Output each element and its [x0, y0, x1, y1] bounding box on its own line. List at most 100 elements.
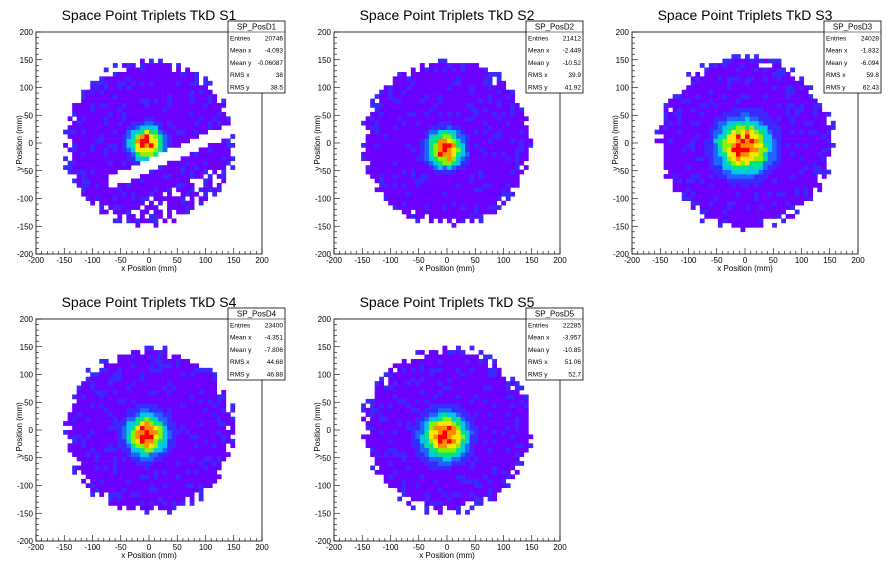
heatmap-bin [699, 89, 705, 95]
heatmap-bin [496, 89, 502, 95]
heatmap-bin [392, 80, 398, 86]
heatmap-bin [176, 187, 181, 193]
heatmap-bin [153, 496, 159, 502]
heatmap-bin [374, 178, 380, 184]
heatmap-bin [153, 403, 159, 409]
heatmap-bin [465, 182, 470, 188]
heatmap-bin [81, 103, 87, 108]
heatmap-bin [745, 151, 750, 157]
heatmap-bin [740, 160, 746, 166]
heatmap-bin [158, 398, 163, 404]
heatmap-bin [135, 452, 141, 457]
heatmap-bin [144, 138, 150, 144]
heatmap-bin [690, 107, 696, 113]
heatmap-bin [121, 134, 127, 139]
heatmap-bin [76, 169, 82, 175]
heatmap-bin [103, 487, 109, 493]
heatmap-bin [185, 89, 190, 95]
heatmap-bin [374, 469, 380, 475]
heatmap-bin [374, 129, 380, 135]
heatmap-bin [171, 107, 177, 113]
heatmap-bin [731, 58, 737, 64]
heatmap-bin [686, 160, 692, 166]
heatmap-bin [180, 129, 186, 135]
heatmap-bin [194, 421, 200, 426]
heatmap-bin [424, 156, 430, 162]
heatmap-bin [469, 147, 475, 153]
heatmap-bin [672, 129, 678, 135]
heatmap-bin [505, 147, 511, 153]
heatmap-bin [410, 496, 416, 502]
heatmap-bin [374, 174, 380, 179]
heatmap-bin [767, 58, 773, 64]
heatmap-bin [207, 98, 213, 104]
heatmap-bin [424, 147, 430, 153]
heatmap-bin [722, 120, 728, 126]
heatmap-bin [803, 191, 809, 197]
heatmap-bin [99, 174, 105, 179]
heatmap-bin [428, 200, 434, 206]
heatmap-bin [428, 205, 434, 210]
heatmap-bin [469, 138, 475, 144]
heatmap-bin [153, 376, 159, 382]
heatmap-bin [767, 182, 773, 188]
heatmap-bin [668, 120, 673, 126]
heatmap-bin [437, 191, 443, 197]
heatmap-bin [158, 478, 163, 484]
heatmap-bin [415, 196, 421, 202]
heatmap-bin [185, 438, 190, 444]
heatmap-bin [397, 103, 403, 108]
chart-title: Space Point Triplets TkD S5 [360, 294, 535, 310]
heatmap-bin [171, 478, 177, 484]
heatmap-bin [781, 160, 786, 166]
heatmap-bin [130, 394, 136, 400]
heatmap-bin [103, 398, 109, 404]
heatmap-bin [144, 345, 150, 351]
heatmap-bin [677, 111, 683, 117]
heatmap-bin [713, 165, 719, 170]
heatmap-bin [672, 103, 678, 108]
heatmap-bin [419, 187, 425, 193]
histogram-svg: Space Point Triplets TkD S3-200-200-150-… [611, 7, 882, 273]
heatmap-bin [180, 103, 186, 108]
heatmap-bin [442, 187, 448, 193]
heatmap-bin [139, 134, 145, 139]
heatmap-bin [681, 138, 687, 144]
heatmap-bin [374, 385, 380, 391]
heatmap-bin [451, 143, 457, 148]
heatmap-bin [144, 147, 150, 153]
heatmap-bin [207, 407, 213, 413]
heatmap-bin [374, 151, 380, 157]
heatmap-bin [130, 350, 136, 355]
heatmap-bin [198, 98, 204, 104]
heatmap-bin [103, 134, 109, 139]
heatmap-bin [456, 80, 461, 86]
heatmap-bin [108, 443, 114, 449]
heatmap-bin [153, 222, 159, 228]
heatmap-bin [198, 376, 204, 382]
heatmap-bin [505, 98, 511, 104]
heatmap-bin [374, 120, 380, 126]
heatmap-bin [180, 85, 186, 91]
heatmap-bin [81, 430, 87, 435]
heatmap-bin [117, 487, 123, 493]
heatmap-bin [686, 191, 692, 197]
heatmap-bin [465, 200, 470, 206]
heatmap-bin [808, 125, 814, 130]
heatmap-bin [415, 376, 421, 382]
heatmap-bin [410, 169, 416, 175]
histogram-svg: Space Point Triplets TkD S4-200-200-150-… [15, 294, 286, 560]
heatmap-bin [126, 138, 132, 144]
heatmap-bin [203, 421, 209, 426]
heatmap-bin [108, 487, 114, 493]
heatmap-bin [785, 120, 791, 126]
heatmap-bin [216, 403, 222, 409]
heatmap-bin [207, 425, 213, 431]
heatmap-bin [189, 120, 195, 126]
heatmap-bin [690, 151, 696, 157]
heatmap-bin [108, 143, 114, 148]
heatmap-bin [419, 63, 425, 68]
heatmap-bin [189, 447, 195, 453]
heatmap-bin [708, 120, 714, 126]
heatmap-bin [392, 425, 398, 431]
